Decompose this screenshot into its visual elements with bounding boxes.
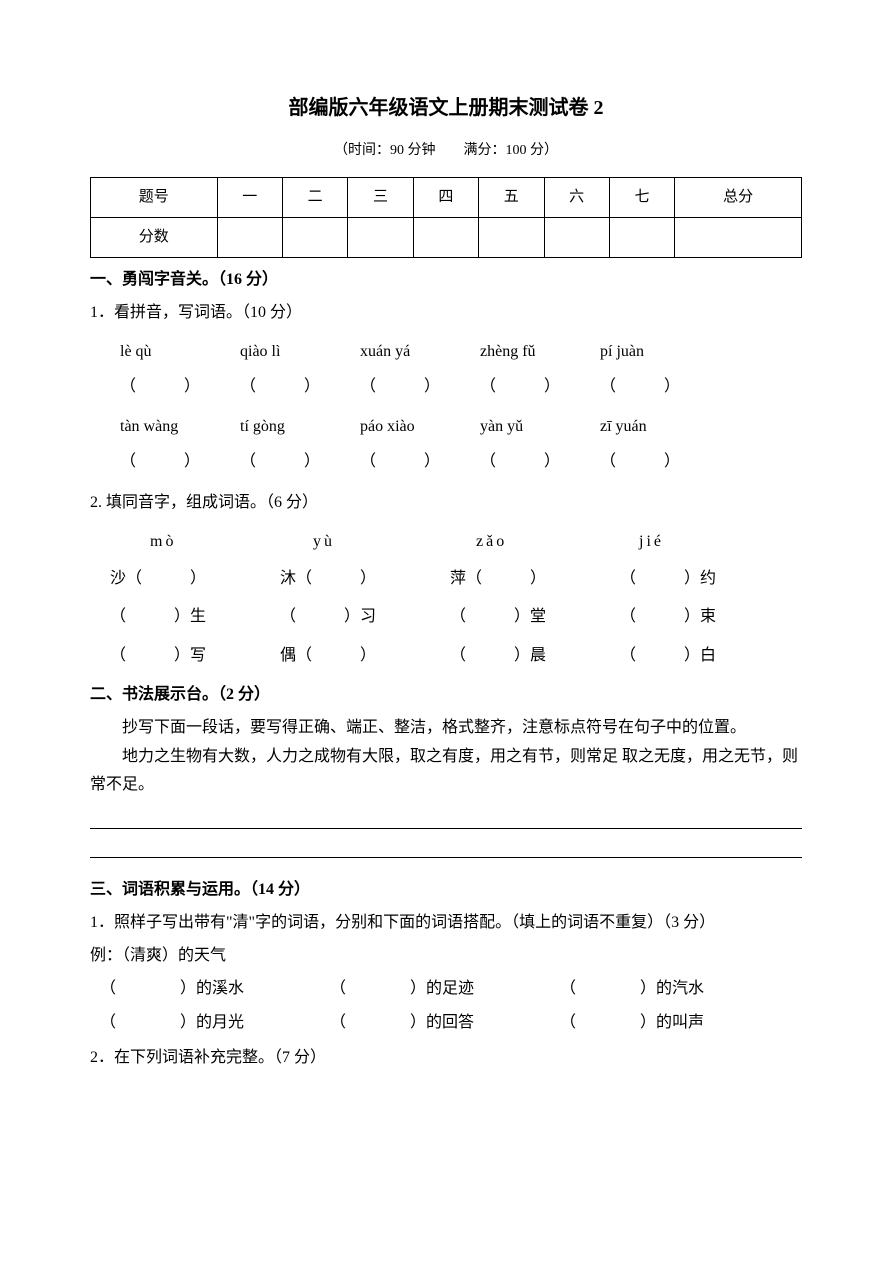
writing-line [90,857,802,858]
blank: （ ） [120,448,240,477]
td-blank [479,218,544,258]
homophone-header: mò yù zǎo jié [90,528,802,557]
homophone-cell: 萍（ ） [450,565,620,594]
sec3-q2: 2．在下列词语补充完整。（7 分） [90,1044,802,1073]
td-blank [609,218,674,258]
q1-prompt: 1．看拼音，写词语。（10 分） [90,299,802,328]
homophone-pinyin: jié [639,528,802,557]
pinyin: tí gòng [240,413,360,442]
document-subtitle: （时间：90 分钟 满分：100 分） [90,138,802,163]
td-blank [348,218,413,258]
td-blank [675,218,802,258]
homophone-pinyin: yù [313,528,476,557]
th-col: 五 [479,178,544,218]
homophone-pinyin: zǎo [476,528,639,557]
pinyin: lè qù [120,338,240,367]
fill-cell: （ ）的汽水 [560,975,790,1004]
sec3-q1: 1．照样子写出带有"清"字的词语，分别和下面的词语搭配。（填上的词语不重复）（3… [90,909,802,938]
homophone-cell: （ ）白 [620,642,790,671]
fill-cell: （ ）的叫声 [560,1009,790,1038]
blank-row: （ ） （ ） （ ） （ ） （ ） [90,373,802,402]
homophone-row: （ ）写 偶（ ） （ ）晨 （ ）白 [90,642,802,671]
homophone-cell: （ ）晨 [450,642,620,671]
section1-header: 一、勇闯字音关。（16 分） [90,266,802,295]
pinyin-row: lè qù qiào lì xuán yá zhèng fǔ pí juàn [90,338,802,367]
pinyin: tàn wàng [120,413,240,442]
fill-cell: （ ）的月光 [100,1009,330,1038]
td-blank [544,218,609,258]
pinyin-row: tàn wàng tí gòng páo xiào yàn yǔ zī yuán [90,413,802,442]
th-col: 二 [283,178,348,218]
homophone-cell: （ ）束 [620,603,790,632]
th-col: 三 [348,178,413,218]
homophone-pinyin: mò [150,528,313,557]
section3-header: 三、词语积累与运用。（14 分） [90,876,802,905]
homophone-cell: 沙（ ） [110,565,280,594]
blank: （ ） [360,373,480,402]
homophone-row: （ ）生 （ ）习 （ ）堂 （ ）束 [90,603,802,632]
homophone-cell: （ ）习 [280,603,450,632]
blank: （ ） [480,448,600,477]
pinyin: zhèng fǔ [480,338,600,367]
fill-row: （ ）的溪水 （ ）的足迹 （ ）的汽水 [90,975,802,1004]
pinyin: páo xiào [360,413,480,442]
td-blank [217,218,282,258]
fill-cell: （ ）的溪水 [100,975,330,1004]
homophone-row: 沙（ ） 沐（ ） 萍（ ） （ ）约 [90,565,802,594]
td-blank [413,218,478,258]
homophone-cell: （ ）约 [620,565,790,594]
blank: （ ） [480,373,600,402]
th-col: 四 [413,178,478,218]
blank: （ ） [240,373,360,402]
blank: （ ） [120,373,240,402]
sec2-p1: 抄写下面一段话，要写得正确、端正、整洁，格式整齐，注意标点符号在句子中的位置。 [90,714,802,743]
pinyin: yàn yǔ [480,413,600,442]
fill-cell: （ ）的足迹 [330,975,560,1004]
th-col: 七 [609,178,674,218]
q2-prompt: 2. 填同音字，组成词语。（6 分） [90,489,802,518]
homophone-cell: （ ）堂 [450,603,620,632]
homophone-cell: 沐（ ） [280,565,450,594]
td-label: 分数 [91,218,218,258]
score-table: 题号 一 二 三 四 五 六 七 总分 分数 [90,177,802,258]
homophone-cell: 偶（ ） [280,642,450,671]
section2-header: 二、书法展示台。（2 分） [90,681,802,710]
blank-row: （ ） （ ） （ ） （ ） （ ） [90,448,802,477]
blank: （ ） [600,373,720,402]
fill-row: （ ）的月光 （ ）的回答 （ ）的叫声 [90,1009,802,1038]
blank: （ ） [600,448,720,477]
td-blank [283,218,348,258]
th-col: 一 [217,178,282,218]
writing-line [90,828,802,829]
blank: （ ） [360,448,480,477]
blank: （ ） [240,448,360,477]
pinyin: xuán yá [360,338,480,367]
homophone-cell: （ ）生 [110,603,280,632]
th-label: 题号 [91,178,218,218]
pinyin: zī yuán [600,413,720,442]
th-col: 六 [544,178,609,218]
sec2-p2: 地力之生物有大数，人力之成物有大限，取之有度，用之有节，则常足 取之无度，用之无… [90,743,802,801]
pinyin: qiào lì [240,338,360,367]
table-row: 题号 一 二 三 四 五 六 七 总分 [91,178,802,218]
table-row: 分数 [91,218,802,258]
sec3-example: 例：（清爽）的天气 [90,942,802,971]
fill-cell: （ ）的回答 [330,1009,560,1038]
th-col: 总分 [675,178,802,218]
homophone-cell: （ ）写 [110,642,280,671]
document-title: 部编版六年级语文上册期末测试卷 2 [90,90,802,126]
pinyin: pí juàn [600,338,720,367]
